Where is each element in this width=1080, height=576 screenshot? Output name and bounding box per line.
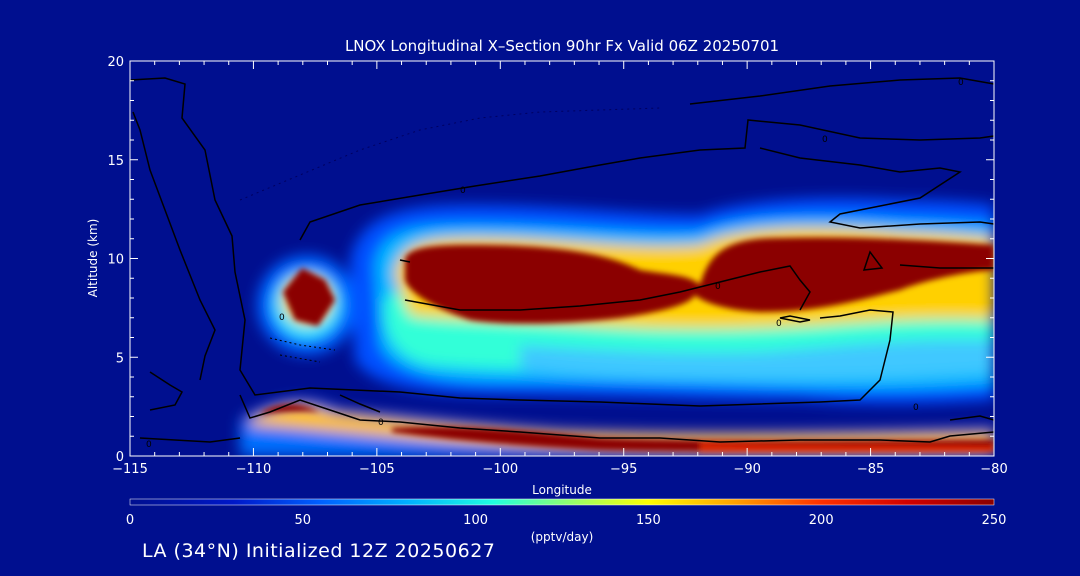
y-tick-label: 15 — [107, 154, 124, 169]
colorbar-tick-label: 150 — [636, 513, 661, 528]
contour-label: 0 — [715, 282, 721, 292]
colorbar-tick-label: 50 — [295, 513, 312, 528]
contour-label: 0 — [378, 418, 384, 428]
x-tick-label: −105 — [359, 462, 395, 477]
contour-label: 0 — [822, 135, 828, 145]
heatmap-field — [130, 61, 994, 456]
x-axis: −115 −110 −105 −100 −95 −90 −85 −80 — [112, 61, 1008, 477]
contour-label: 0 — [146, 440, 152, 450]
colorbar-tick-label: 200 — [809, 513, 834, 528]
x-tick-label: −100 — [482, 462, 518, 477]
colorbar-gradient — [129, 498, 995, 506]
x-tick-label: −85 — [857, 462, 884, 477]
colorbar-tick-label: 250 — [982, 513, 1007, 528]
contour-label: 0 — [776, 319, 782, 329]
colorbar-ticks: 0 50 100 150 200 250 — [126, 513, 1007, 528]
x-tick-label: −80 — [980, 462, 1007, 477]
contour-label: 0 — [913, 403, 919, 413]
x-tick-label: −90 — [733, 462, 760, 477]
y-axis-label: Altitude (km) — [86, 219, 100, 298]
y-axis: 0 5 10 15 20 — [107, 55, 994, 465]
y-tick-label: 10 — [107, 253, 124, 268]
contour-label: 0 — [460, 186, 466, 196]
contour-label: 0 — [279, 313, 285, 323]
contour-labels: 0 0 0 0 0 0 0 0 0 — [146, 78, 964, 450]
colorbar-label: (pptv/day) — [531, 530, 594, 544]
chart-title: LNOX Longitudinal X–Section 90hr Fx Vali… — [345, 37, 779, 55]
contour-label: 0 — [958, 78, 964, 88]
colorbar-tick-label: 100 — [463, 513, 488, 528]
y-tick-label: 5 — [116, 351, 124, 366]
contour-lines — [130, 77, 994, 443]
x-tick-label: −95 — [610, 462, 637, 477]
y-tick-label: 20 — [107, 55, 124, 70]
x-axis-label: Longitude — [532, 483, 592, 497]
x-tick-label: −115 — [112, 462, 148, 477]
colorbar: 0 50 100 150 200 250 (pptv/day) — [126, 498, 1007, 544]
footer-text: LA (34°N) Initialized 12Z 20250627 — [142, 540, 496, 562]
colorbar-tick-label: 0 — [126, 513, 134, 528]
x-tick-label: −110 — [236, 462, 272, 477]
y-tick-label: 0 — [116, 450, 124, 465]
